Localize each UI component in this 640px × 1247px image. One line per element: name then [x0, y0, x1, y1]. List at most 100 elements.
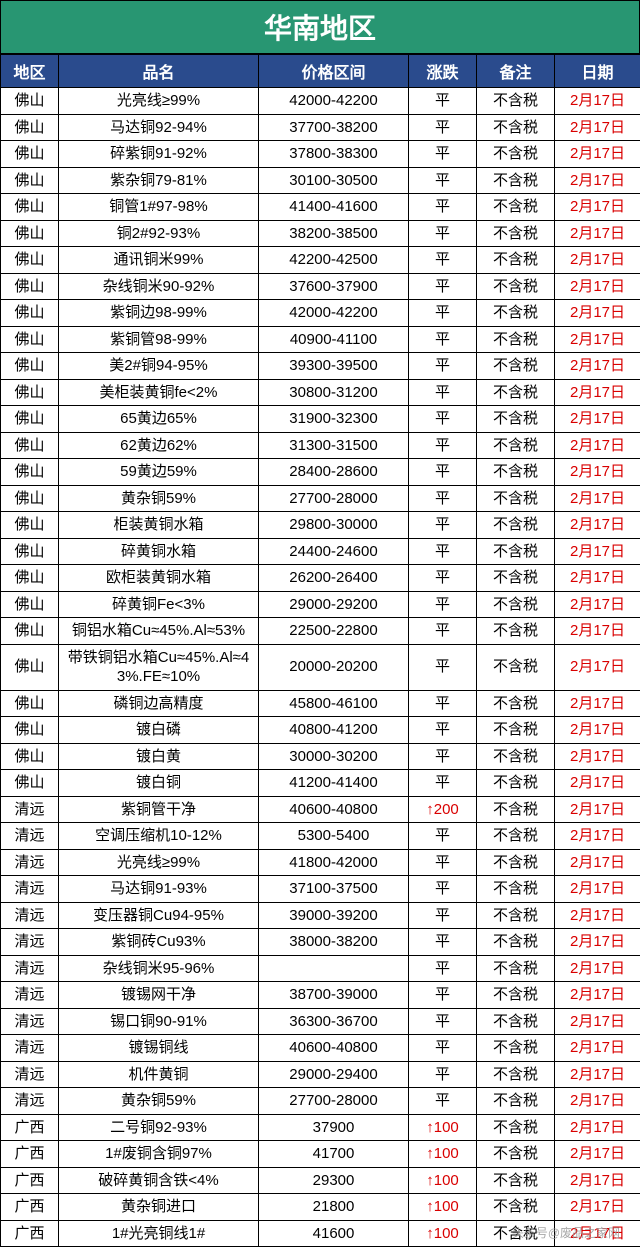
cell-price: 30000-30200	[259, 743, 409, 770]
cell-region: 清远	[1, 1061, 59, 1088]
cell-note: 不含税	[477, 326, 555, 353]
cell-price: 37800-38300	[259, 141, 409, 168]
table-row: 佛山铜管1#97-98%41400-41600平不含税2月17日	[1, 194, 640, 221]
cell-change: 平	[409, 88, 477, 115]
cell-price: 31300-31500	[259, 432, 409, 459]
table-row: 佛山紫杂铜79-81%30100-30500平不含税2月17日	[1, 167, 640, 194]
cell-date: 2月17日	[555, 1114, 640, 1141]
table-row: 清远马达铜91-93%37100-37500平不含税2月17日	[1, 876, 640, 903]
cell-change: 平	[409, 1035, 477, 1062]
cell-region: 佛山	[1, 770, 59, 797]
cell-name: 机件黄铜	[59, 1061, 259, 1088]
cell-change: 平	[409, 618, 477, 645]
cell-date: 2月17日	[555, 717, 640, 744]
cell-price: 29800-30000	[259, 512, 409, 539]
cell-name: 铜管1#97-98%	[59, 194, 259, 221]
cell-region: 清远	[1, 1088, 59, 1115]
cell-price: 45800-46100	[259, 690, 409, 717]
cell-name: 65黄边65%	[59, 406, 259, 433]
cell-name: 美2#铜94-95%	[59, 353, 259, 380]
cell-region: 广西	[1, 1141, 59, 1168]
cell-region: 清远	[1, 823, 59, 850]
cell-change: 平	[409, 432, 477, 459]
table-row: 佛山59黄边59%28400-28600平不含税2月17日	[1, 459, 640, 486]
cell-price: 41600	[259, 1220, 409, 1247]
cell-change: 平	[409, 485, 477, 512]
cell-change: 平	[409, 353, 477, 380]
cell-note: 不含税	[477, 929, 555, 956]
cell-region: 佛山	[1, 406, 59, 433]
cell-price: 28400-28600	[259, 459, 409, 486]
price-table: 地区 品名 价格区间 涨跌 备注 日期 佛山光亮线≥99%42000-42200…	[0, 54, 640, 1247]
cell-change: ↑200	[409, 796, 477, 823]
cell-price: 39300-39500	[259, 353, 409, 380]
cell-date: 2月17日	[555, 300, 640, 327]
cell-date: 2月17日	[555, 379, 640, 406]
cell-price: 22500-22800	[259, 618, 409, 645]
cell-date: 2月17日	[555, 459, 640, 486]
cell-change: ↑100	[409, 1167, 477, 1194]
cell-change: 平	[409, 1088, 477, 1115]
cell-change: 平	[409, 141, 477, 168]
cell-note: 不含税	[477, 247, 555, 274]
table-row: 佛山铜2#92-93%38200-38500平不含税2月17日	[1, 220, 640, 247]
cell-change: 平	[409, 459, 477, 486]
cell-note: 不含税	[477, 300, 555, 327]
cell-name: 镀白黄	[59, 743, 259, 770]
cell-change: ↑100	[409, 1114, 477, 1141]
cell-change: 平	[409, 114, 477, 141]
table-row: 佛山紫铜管98-99%40900-41100平不含税2月17日	[1, 326, 640, 353]
cell-price: 36300-36700	[259, 1008, 409, 1035]
cell-name: 空调压缩机10-12%	[59, 823, 259, 850]
cell-region: 清远	[1, 876, 59, 903]
cell-change: 平	[409, 690, 477, 717]
cell-region: 广西	[1, 1167, 59, 1194]
cell-price: 5300-5400	[259, 823, 409, 850]
cell-name: 光亮线≥99%	[59, 849, 259, 876]
table-row: 佛山碎黄铜水箱24400-24600平不含税2月17日	[1, 538, 640, 565]
cell-region: 佛山	[1, 167, 59, 194]
cell-region: 清远	[1, 796, 59, 823]
col-header-change: 涨跌	[409, 55, 477, 88]
cell-price: 31900-32300	[259, 406, 409, 433]
cell-region: 佛山	[1, 432, 59, 459]
cell-date: 2月17日	[555, 796, 640, 823]
cell-region: 佛山	[1, 247, 59, 274]
table-body: 佛山光亮线≥99%42000-42200平不含税2月17日佛山马达铜92-94%…	[1, 88, 640, 1247]
cell-region: 佛山	[1, 220, 59, 247]
cell-name: 紫杂铜79-81%	[59, 167, 259, 194]
table-row: 佛山欧柜装黄铜水箱26200-26400平不含税2月17日	[1, 565, 640, 592]
cell-region: 清远	[1, 1008, 59, 1035]
cell-name: 带铁铜铝水箱Cu≈45%.Al≈43%.FE≈10%	[59, 644, 259, 690]
cell-change: 平	[409, 538, 477, 565]
cell-date: 2月17日	[555, 1167, 640, 1194]
cell-region: 清远	[1, 902, 59, 929]
table-row: 广西二号铜92-93%37900↑100不含税2月17日	[1, 1114, 640, 1141]
cell-note: 不含税	[477, 353, 555, 380]
cell-name: 碎黄铜水箱	[59, 538, 259, 565]
cell-change: 平	[409, 326, 477, 353]
cell-change: 平	[409, 955, 477, 982]
table-row: 清远紫铜管干净40600-40800↑200不含税2月17日	[1, 796, 640, 823]
cell-region: 清远	[1, 1035, 59, 1062]
cell-note: 不含税	[477, 955, 555, 982]
cell-price: 24400-24600	[259, 538, 409, 565]
cell-price: 29300	[259, 1167, 409, 1194]
cell-region: 广西	[1, 1194, 59, 1221]
cell-note: 不含税	[477, 743, 555, 770]
cell-change: ↑100	[409, 1194, 477, 1221]
cell-price: 27700-28000	[259, 1088, 409, 1115]
cell-name: 1#光亮铜线1#	[59, 1220, 259, 1247]
cell-name: 光亮线≥99%	[59, 88, 259, 115]
col-header-date: 日期	[555, 55, 640, 88]
table-row: 广西破碎黄铜含铁<4%29300↑100不含税2月17日	[1, 1167, 640, 1194]
cell-change: 平	[409, 194, 477, 221]
cell-date: 2月17日	[555, 512, 640, 539]
cell-region: 清远	[1, 849, 59, 876]
cell-price: 38700-39000	[259, 982, 409, 1009]
cell-note: 不含税	[477, 220, 555, 247]
cell-change: 平	[409, 876, 477, 903]
cell-region: 佛山	[1, 538, 59, 565]
cell-note: 不含税	[477, 406, 555, 433]
cell-region: 佛山	[1, 194, 59, 221]
